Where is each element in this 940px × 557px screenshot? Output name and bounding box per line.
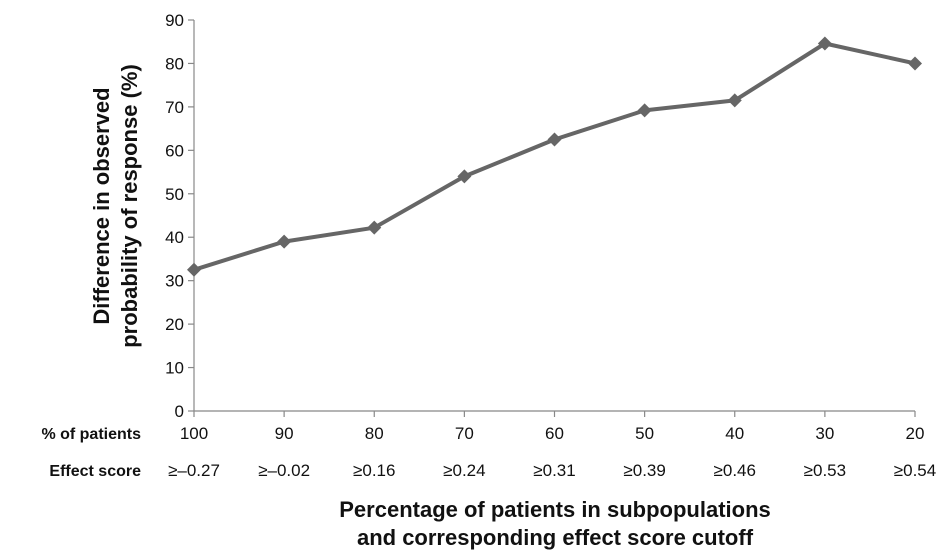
row-label-patients: % of patients (41, 426, 141, 443)
x-axis-title-line2: and corresponding effect score cutoff (357, 525, 754, 550)
y-axis-title-line2: probability of response (%) (117, 64, 142, 348)
data-point (457, 169, 472, 184)
y-axis: 0 10 20 30 40 50 60 70 80 90 (165, 11, 195, 421)
effect-score-label: ≥0.16 (353, 461, 395, 480)
series-line (193, 41, 916, 272)
data-point (187, 262, 201, 277)
y-tick-label: 90 (165, 11, 184, 30)
y-tick-label: 50 (165, 185, 184, 204)
effect-score-label: ≥0.24 (443, 461, 485, 480)
series (187, 36, 922, 277)
effect-score-label: ≥–0.02 (258, 461, 310, 480)
x-axis-title: Percentage of patients in subpopulations… (339, 497, 771, 550)
x-tick-label: 100 (180, 424, 208, 443)
y-tick-label: 70 (165, 98, 184, 117)
y-tick-label: 30 (165, 272, 184, 291)
data-point (637, 103, 652, 118)
x-tick-labels: 100 90 80 70 60 50 40 30 20 (180, 424, 925, 443)
data-point (817, 36, 832, 51)
x-tick-label: 60 (545, 424, 564, 443)
y-tick-label: 0 (175, 402, 184, 421)
x-axis (193, 410, 916, 417)
effect-score-label: ≥0.53 (804, 461, 846, 480)
row-label-effect: Effect score (49, 463, 141, 480)
data-point (547, 132, 562, 147)
data-point (727, 93, 742, 108)
effect-score-label: ≥0.39 (623, 461, 665, 480)
x-tick-label: 70 (455, 424, 474, 443)
y-axis-title-line1: Difference in observed (89, 87, 114, 324)
y-axis-title: Difference in observed probability of re… (89, 64, 142, 348)
x-tick-label: 40 (725, 424, 744, 443)
x-tick-label: 20 (906, 424, 925, 443)
y-tick-label: 60 (165, 141, 184, 160)
y-tick-label: 20 (165, 315, 184, 334)
data-point (367, 220, 382, 235)
effect-score-label: ≥0.31 (533, 461, 575, 480)
x-tick-label: 50 (635, 424, 654, 443)
y-tick-label: 80 (165, 54, 184, 73)
x-tick-label: 30 (815, 424, 834, 443)
x-tick-label: 90 (275, 424, 294, 443)
effect-score-label: ≥–0.27 (168, 461, 220, 480)
y-tick-label: 10 (165, 359, 184, 378)
y-tick-label: 40 (165, 228, 184, 247)
data-point (277, 234, 292, 249)
effect-score-labels: ≥–0.27 ≥–0.02 ≥0.16 ≥0.24 ≥0.31 ≥0.39 ≥0.46 ≥0.… (168, 461, 936, 480)
x-tick-label: 80 (365, 424, 384, 443)
x-axis-title-line1: Percentage of patients in subpopulations (339, 497, 771, 522)
data-point (908, 56, 922, 71)
effect-score-label: ≥0.54 (894, 461, 936, 480)
effect-score-label: ≥0.46 (714, 461, 756, 480)
